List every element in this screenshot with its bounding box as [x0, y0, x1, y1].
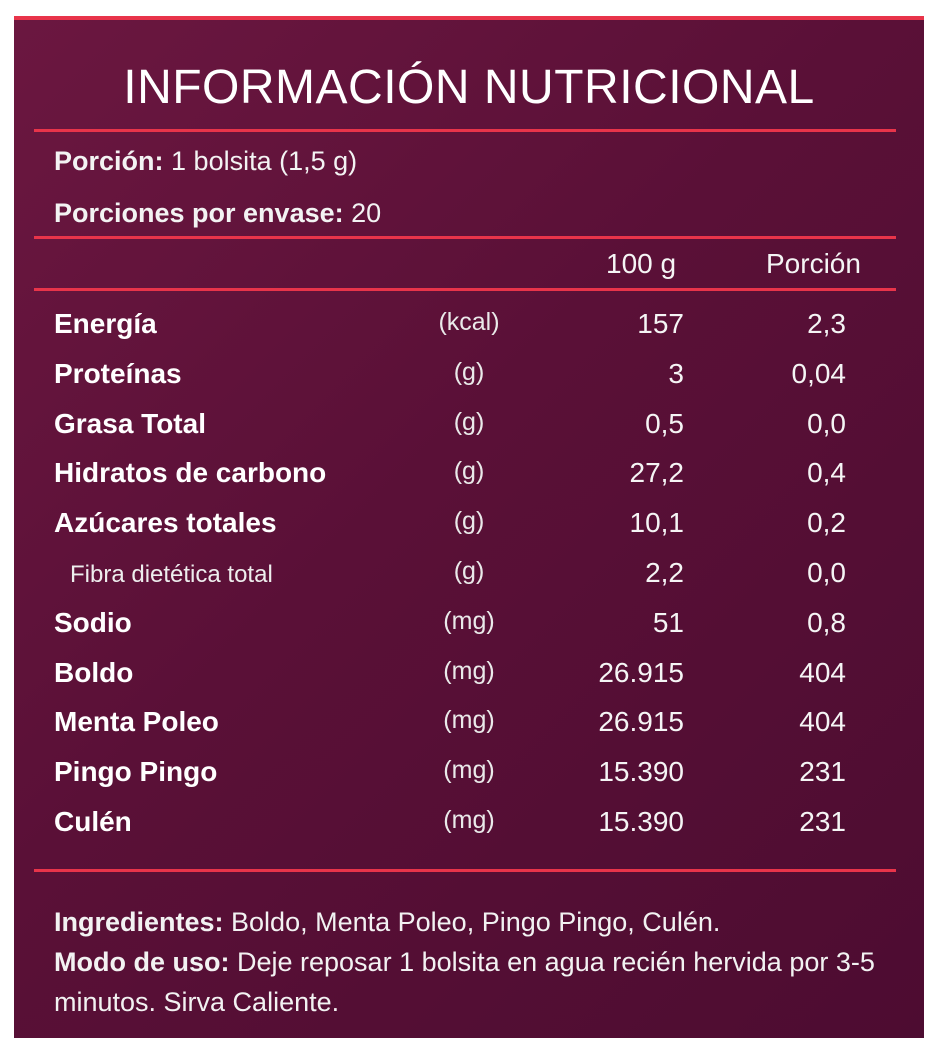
nutrition-facts-panel: INFORMACIÓN NUTRICIONAL Porción: 1 bolsi… [14, 16, 924, 1038]
ingredients-block: Ingredientes: Boldo, Menta Poleo, Pingo … [54, 902, 884, 1022]
usage-label: Modo de uso: [54, 947, 230, 977]
nutrient-name: Culén [54, 806, 132, 837]
table-bottom-divider [34, 869, 896, 872]
nutrient-name: Fibra dietética total [70, 561, 273, 588]
value-per-100g: 26.915 [598, 706, 684, 737]
title-divider [34, 129, 896, 132]
table-row: Sodio (mg) 51 0,8 [14, 607, 924, 647]
nutrient-name: Menta Poleo [54, 706, 219, 737]
value-per-100g: 3 [668, 358, 684, 389]
value-per-100g: 157 [637, 308, 684, 339]
value-per-100g: 10,1 [629, 507, 685, 538]
usage-line: Modo de uso: Deje reposar 1 bolsita en a… [54, 942, 884, 1022]
nutrient-unit: (mg) [443, 657, 495, 685]
table-row: Grasa Total (g) 0,5 0,0 [14, 408, 924, 448]
value-per-portion: 0,8 [807, 607, 846, 638]
value-per-portion: 0,04 [791, 358, 847, 389]
serving-divider [34, 236, 896, 239]
servings-per-pack-line: Porciones por envase: 20 [54, 198, 381, 229]
nutrient-unit: (mg) [443, 706, 495, 734]
value-per-portion: 2,3 [807, 308, 846, 339]
table-row: Hidratos de carbono (g) 27,2 0,4 [14, 457, 924, 497]
top-rule [14, 16, 924, 20]
nutrient-unit: (g) [453, 557, 485, 585]
value-per-100g: 26.915 [598, 657, 684, 688]
value-per-100g: 27,2 [629, 457, 685, 488]
value-per-100g: 2,2 [645, 557, 684, 588]
ingredients-line: Ingredientes: Boldo, Menta Poleo, Pingo … [54, 902, 884, 942]
table-row: Boldo (mg) 26.915 404 [14, 657, 924, 697]
value-per-portion: 404 [799, 657, 846, 688]
nutrient-name: Sodio [54, 607, 132, 638]
table-row: Pingo Pingo (mg) 15.390 231 [14, 756, 924, 796]
nutrient-unit: (mg) [443, 756, 495, 784]
nutrient-name: Azúcares totales [54, 507, 277, 538]
table-row: Energía (kcal) 157 2,3 [14, 308, 924, 348]
ingredients-label: Ingredientes: [54, 907, 224, 937]
table-row: Menta Poleo (mg) 26.915 404 [14, 706, 924, 746]
nutrient-unit: (mg) [443, 607, 495, 635]
nutrient-unit: (mg) [443, 806, 495, 834]
nutrient-unit: (g) [453, 358, 485, 386]
value-per-100g: 0,5 [645, 408, 684, 439]
servings-per-pack-value: 20 [351, 198, 382, 228]
table-row: Fibra dietética total (g) 2,2 0,0 [14, 557, 924, 597]
table-row: Proteínas (g) 3 0,04 [14, 358, 924, 398]
value-per-portion: 0,0 [807, 408, 846, 439]
usage-text: Deje reposar 1 bolsita en agua recién he… [54, 947, 875, 1017]
servings-per-pack-label: Porciones por envase: [54, 198, 344, 228]
serving-size-line: Porción: 1 bolsita (1,5 g) [54, 146, 357, 177]
table-row: Culén (mg) 15.390 231 [14, 806, 924, 846]
value-per-100g: 15.390 [598, 806, 684, 837]
nutrient-unit: (g) [453, 457, 485, 485]
value-per-portion: 404 [799, 706, 846, 737]
nutrient-name: Grasa Total [54, 408, 206, 439]
column-header-100g: 100 g [606, 248, 677, 279]
table-row: Azúcares totales (g) 10,1 0,2 [14, 507, 924, 547]
header-divider [34, 288, 896, 291]
nutrient-unit: (g) [453, 507, 485, 535]
value-per-portion: 231 [799, 806, 846, 837]
value-per-100g: 51 [652, 607, 684, 638]
value-per-portion: 0,4 [807, 457, 846, 488]
value-per-portion: 0,2 [807, 507, 846, 538]
nutrient-name: Boldo [54, 657, 134, 688]
nutrient-name: Pingo Pingo [54, 756, 218, 787]
value-per-portion: 231 [799, 756, 846, 787]
nutrient-name: Proteínas [54, 358, 182, 389]
nutrient-name: Hidratos de carbono [54, 457, 327, 488]
nutrient-name: Energía [54, 308, 157, 339]
value-per-portion: 0,0 [807, 557, 846, 588]
serving-size-value: 1 bolsita (1,5 g) [171, 146, 358, 176]
ingredients-text: Boldo, Menta Poleo, Pingo Pingo, Culén. [223, 907, 721, 937]
nutrient-unit: (g) [453, 408, 485, 436]
column-header-portion: Porción [766, 248, 861, 279]
serving-size-label: Porción: [54, 146, 164, 176]
value-per-100g: 15.390 [598, 756, 684, 787]
panel-title: INFORMACIÓN NUTRICIONAL [123, 61, 815, 114]
nutrient-unit: (kcal) [438, 308, 500, 336]
